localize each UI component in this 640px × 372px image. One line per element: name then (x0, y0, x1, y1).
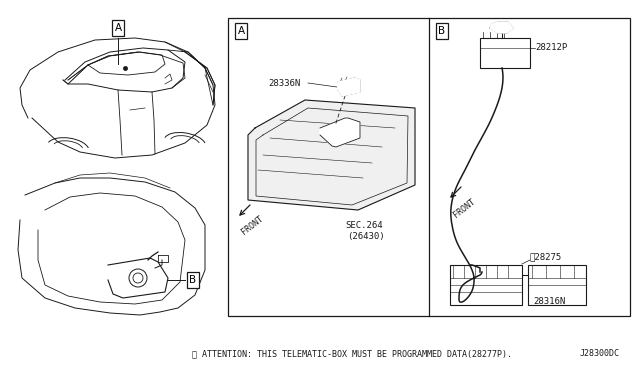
Text: FRONT: FRONT (240, 214, 265, 236)
Text: B: B (438, 26, 445, 36)
Text: FRONT: FRONT (452, 197, 477, 219)
Text: 28212P: 28212P (535, 44, 567, 52)
Bar (228, 18, 630, 316)
Text: ※ ATTENTION: THIS TELEMATIC-BOX MUST BE PROGRAMMED DATA(28277P).: ※ ATTENTION: THIS TELEMATIC-BOX MUST BE … (192, 350, 512, 359)
Text: B: B (189, 275, 196, 285)
Text: 28316N: 28316N (533, 298, 565, 307)
Text: J28300DC: J28300DC (580, 350, 620, 359)
Polygon shape (320, 118, 360, 147)
Text: 28336N: 28336N (268, 78, 300, 87)
Polygon shape (248, 100, 415, 210)
Polygon shape (108, 258, 168, 298)
Text: ※28275: ※28275 (530, 253, 563, 262)
Bar (528, 265, 586, 305)
Text: A: A (115, 23, 122, 33)
Bar (450, 265, 522, 305)
Polygon shape (165, 42, 215, 105)
Text: (26430): (26430) (347, 232, 385, 241)
Polygon shape (338, 78, 360, 96)
Text: A: A (237, 26, 244, 36)
Text: SEC.264: SEC.264 (345, 221, 383, 230)
Bar (480, 38, 530, 68)
Polygon shape (490, 22, 513, 33)
